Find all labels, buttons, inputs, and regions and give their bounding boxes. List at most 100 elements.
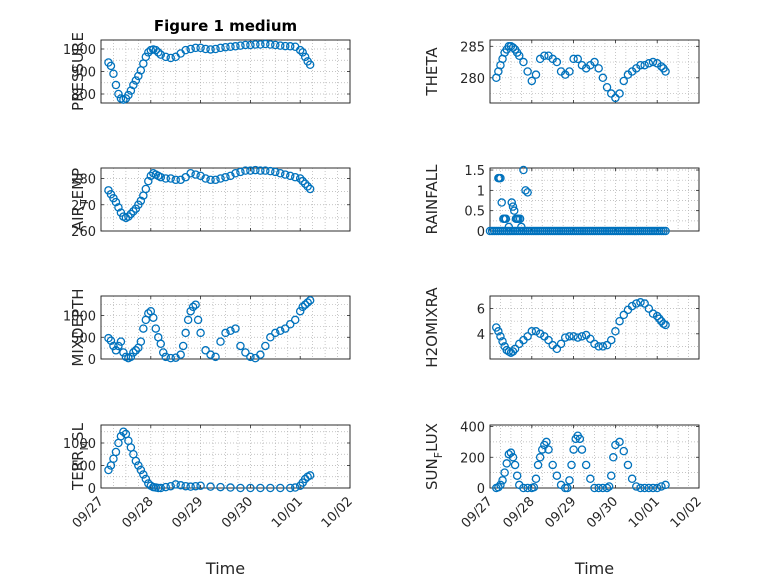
data-point xyxy=(305,184,315,194)
data-point xyxy=(186,168,195,178)
data-point xyxy=(109,341,118,351)
x-tick-label: 10/01 xyxy=(626,494,663,531)
data-point xyxy=(298,176,307,186)
data-point xyxy=(636,483,645,493)
data-point xyxy=(661,226,670,236)
data-point xyxy=(500,468,509,477)
data-point xyxy=(298,48,307,57)
y-tick-label: 900 xyxy=(71,66,96,81)
x-tick-label: 09/27 xyxy=(70,494,107,531)
data-point xyxy=(156,172,166,182)
data-point xyxy=(271,40,280,50)
data-point xyxy=(166,53,175,63)
data-point xyxy=(563,483,572,493)
data-point xyxy=(186,306,195,316)
data-point xyxy=(156,339,166,349)
data-point xyxy=(573,333,583,342)
data-point xyxy=(221,328,230,338)
data-point xyxy=(129,80,138,90)
data-point xyxy=(604,482,614,491)
data-point xyxy=(181,328,190,338)
data-point xyxy=(131,76,141,85)
data-point xyxy=(497,198,506,207)
data-point xyxy=(206,350,215,359)
data-point xyxy=(161,482,170,492)
data-point xyxy=(285,319,295,329)
data-point xyxy=(151,45,161,55)
x-tick-label: 09/30 xyxy=(584,494,621,531)
y-tick-label: 400 xyxy=(460,421,485,436)
data-point xyxy=(256,350,265,359)
data-point xyxy=(261,341,270,351)
data-point xyxy=(640,60,649,70)
data-point xyxy=(221,42,230,52)
data-point xyxy=(226,171,235,181)
x-axis-label: Time xyxy=(205,559,245,578)
data-point xyxy=(619,310,629,320)
data-point xyxy=(303,182,312,191)
data-point xyxy=(519,57,528,67)
data-point xyxy=(295,174,305,183)
data-point xyxy=(508,43,518,52)
data-point xyxy=(271,167,280,177)
data-point xyxy=(126,352,136,362)
data-point xyxy=(281,170,290,179)
x-axis-label: Time xyxy=(574,559,614,578)
data-point xyxy=(517,222,526,232)
data-point xyxy=(540,51,549,61)
data-point xyxy=(126,209,136,219)
data-point xyxy=(523,188,532,197)
data-point xyxy=(116,337,126,346)
data-point xyxy=(144,309,153,318)
subplot-sun_flux: 0 200 400 09/27 09/28 09/29 09/30 10/01 10/02 SUN… xyxy=(423,421,705,578)
y-axis-label: SUNFLUX xyxy=(423,423,445,490)
y-axis-label: THETA xyxy=(423,47,441,97)
data-point xyxy=(644,59,654,68)
data-point xyxy=(166,353,175,363)
data-point xyxy=(544,445,553,454)
data-point xyxy=(657,62,666,71)
data-point xyxy=(531,70,541,79)
data-point xyxy=(290,172,300,182)
data-point xyxy=(256,40,265,49)
data-point xyxy=(303,298,312,307)
data-point xyxy=(176,350,185,359)
data-point xyxy=(261,166,270,175)
y-tick-label: 0 xyxy=(477,225,485,240)
data-point xyxy=(494,327,503,336)
data-point xyxy=(266,166,275,176)
data-point xyxy=(271,328,280,338)
data-point xyxy=(615,316,624,326)
data-point xyxy=(186,44,195,54)
data-point xyxy=(300,52,310,62)
data-point xyxy=(196,171,205,181)
data-point xyxy=(156,50,166,59)
y-axis-label: MIXDEPTH xyxy=(69,288,87,366)
data-point xyxy=(573,54,583,64)
y-axis-label: RAINFALL xyxy=(423,164,441,235)
data-point xyxy=(141,52,151,62)
y-tick-label: 500 xyxy=(71,331,96,346)
y-tick-label: 200 xyxy=(460,451,485,466)
y-tick-label: 1000 xyxy=(63,43,96,58)
data-point xyxy=(256,483,265,493)
data-point xyxy=(609,453,618,462)
data-point xyxy=(494,482,503,492)
data-point xyxy=(171,480,180,489)
data-point xyxy=(506,448,516,457)
data-point xyxy=(119,348,128,357)
data-point xyxy=(236,341,245,351)
data-point xyxy=(586,334,595,344)
data-point xyxy=(496,173,505,183)
data-point xyxy=(211,175,220,185)
data-point xyxy=(281,324,290,333)
data-point xyxy=(556,339,566,349)
y-tick-label: 260 xyxy=(71,225,96,240)
data-point xyxy=(161,52,170,62)
data-point xyxy=(552,57,562,67)
data-point xyxy=(594,483,603,493)
x-tick-label: 09/30 xyxy=(219,494,256,531)
